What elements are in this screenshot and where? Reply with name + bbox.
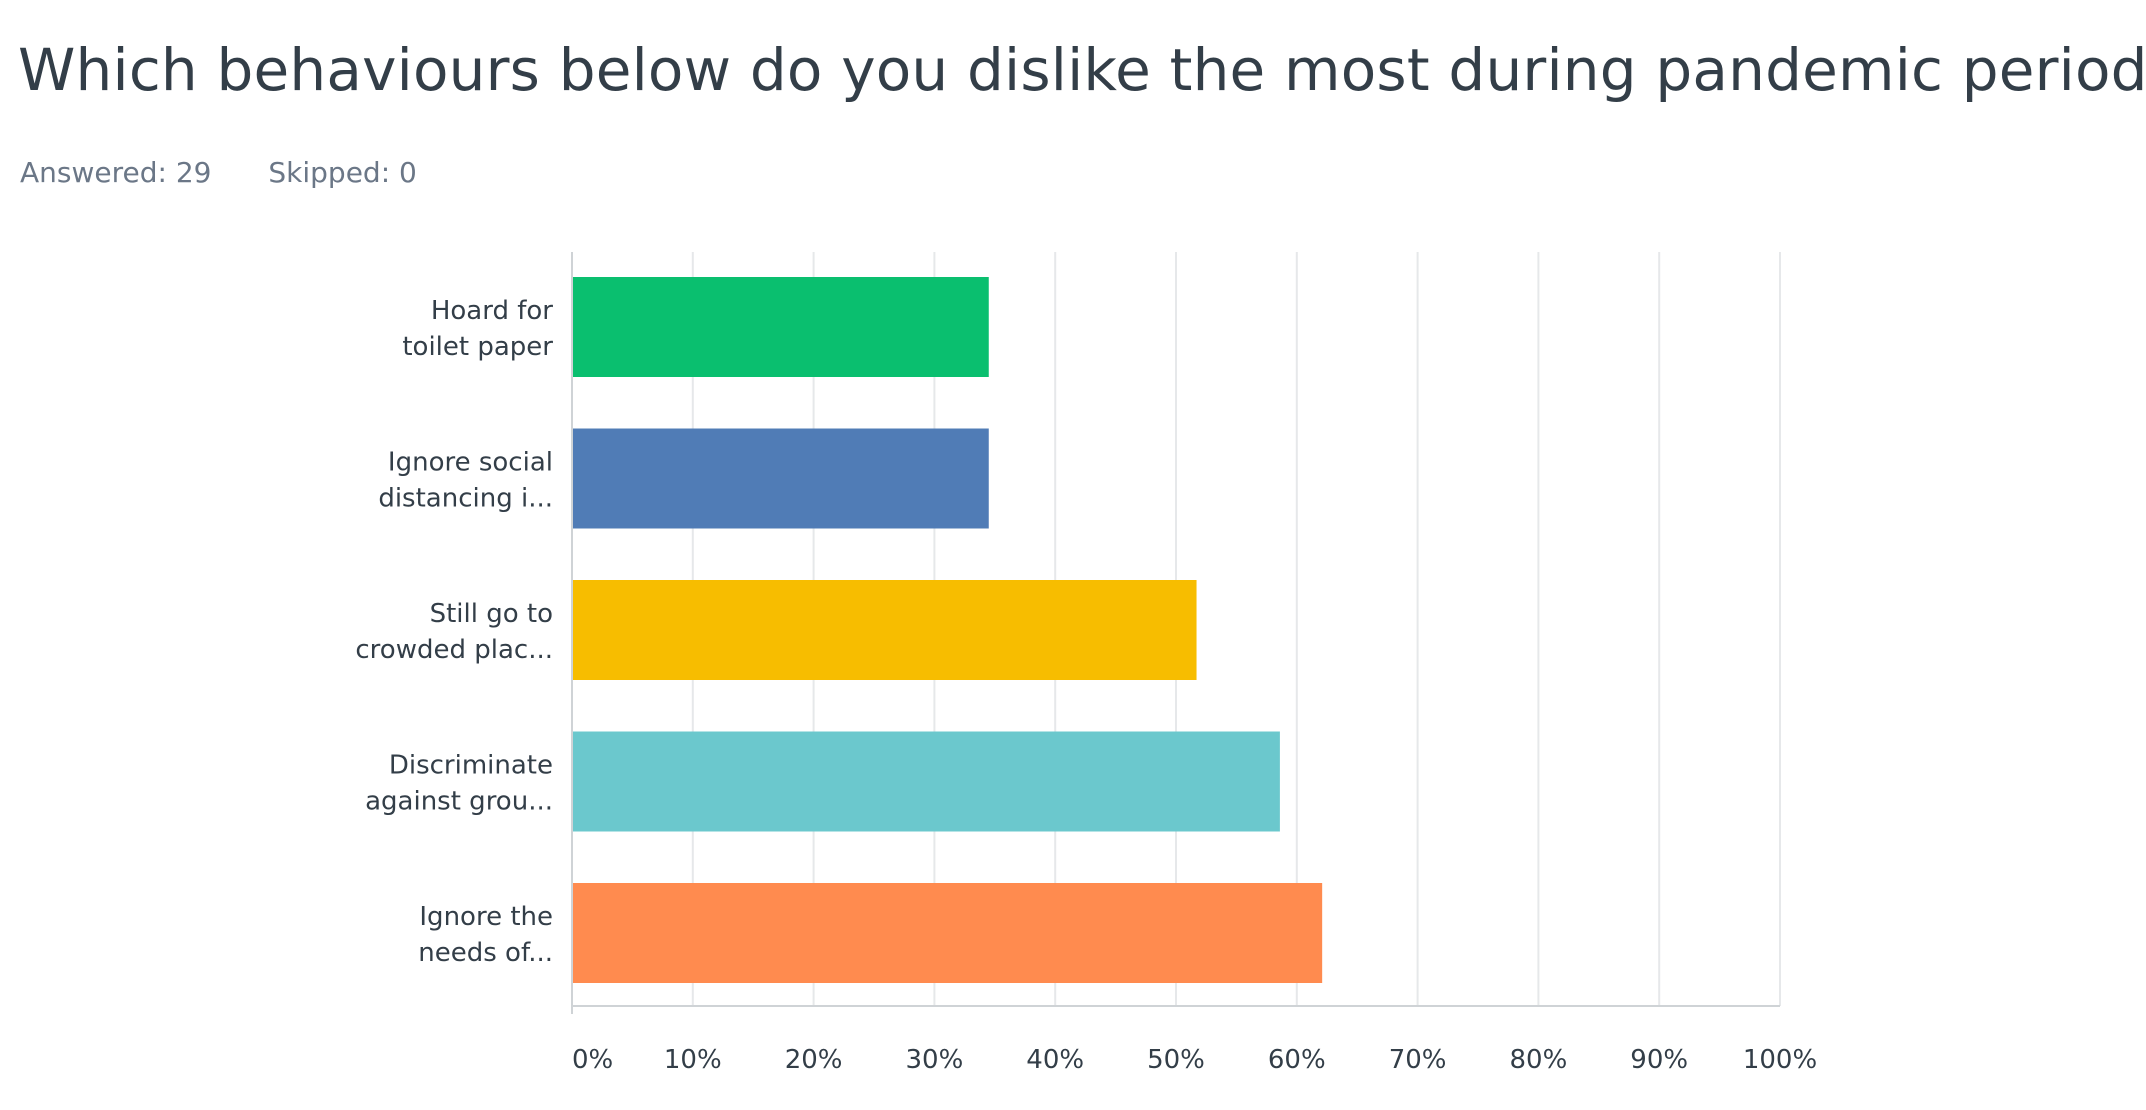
- bar[interactable]: [572, 428, 989, 529]
- x-tick-label: 0%: [572, 1045, 613, 1075]
- x-tick-label: 60%: [1268, 1045, 1326, 1075]
- bar[interactable]: [572, 731, 1280, 832]
- x-tick-label: 90%: [1630, 1045, 1688, 1075]
- category-label: Hoard for toilet paper: [402, 296, 553, 362]
- category-label: Ignore social distancing i...: [378, 448, 553, 514]
- category-label: Ignore the needs of...: [418, 902, 553, 968]
- x-tick-label: 40%: [1026, 1045, 1084, 1075]
- skipped-count: Skipped: 0: [268, 156, 417, 189]
- x-tick-label: 100%: [1743, 1045, 1817, 1075]
- bar[interactable]: [572, 277, 989, 377]
- category-labels: Hoard for toilet paper Ignore social distan…: [355, 296, 553, 968]
- x-tick-label: 50%: [1147, 1045, 1205, 1075]
- category-label: Still go to crowded plac...: [355, 599, 553, 665]
- category-label: Discriminate against grou...: [365, 751, 553, 817]
- x-tick-labels: 0% 10% 20% 30% 40% 50% 60% 70% 80% 90% 100%: [572, 1045, 1817, 1075]
- x-tick-label: 80%: [1510, 1045, 1568, 1075]
- x-tick-label: 20%: [785, 1045, 843, 1075]
- response-stats: Answered: 29 Skipped: 0: [20, 156, 417, 189]
- x-tick-label: 70%: [1389, 1045, 1447, 1075]
- bars: [572, 277, 1323, 983]
- answered-count: Answered: 29: [20, 156, 212, 189]
- bar[interactable]: [572, 883, 1323, 983]
- x-tick-label: 30%: [906, 1045, 964, 1075]
- axes: [571, 252, 1780, 1014]
- question-title: Which behaviours below do you dislike th…: [18, 36, 2146, 104]
- x-tick-label: 10%: [664, 1045, 722, 1075]
- bar[interactable]: [572, 580, 1197, 680]
